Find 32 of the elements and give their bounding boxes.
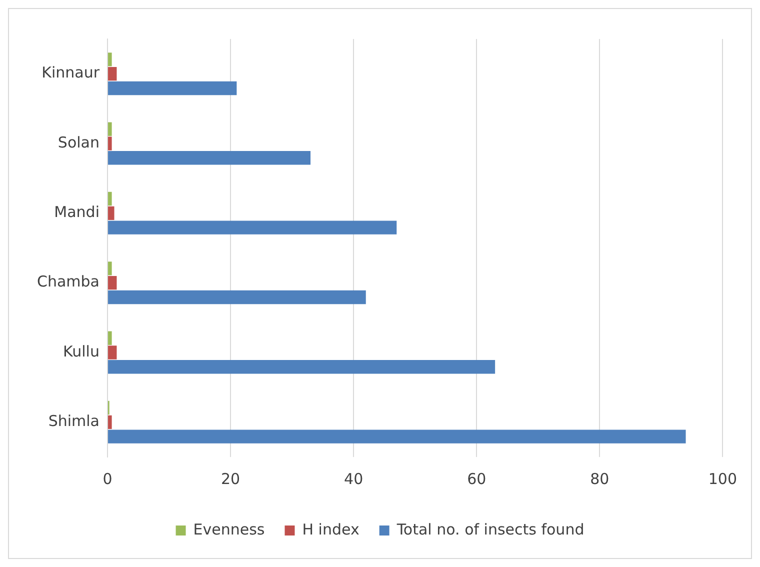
bar [108, 66, 117, 81]
bar [108, 136, 112, 150]
x-tick-label: 100 [708, 470, 738, 488]
legend-label: H index [302, 520, 360, 538]
bar [108, 290, 366, 304]
y-tick-label: Chamba [37, 272, 100, 291]
x-tick-label: 20 [220, 470, 240, 488]
legend-label: Evenness [193, 520, 265, 538]
y-tick-label: Shimla [48, 412, 100, 430]
bar [108, 81, 237, 96]
bar [108, 262, 112, 276]
bar [108, 122, 112, 136]
bar [108, 331, 112, 345]
bar [108, 346, 117, 360]
bar [108, 220, 397, 234]
bar [108, 52, 112, 66]
bar [108, 415, 112, 430]
bar [108, 360, 496, 374]
x-tick-label: 40 [344, 470, 364, 488]
x-tick-label: 80 [590, 470, 610, 488]
x-tick-label: 60 [467, 470, 486, 488]
bar [108, 276, 117, 290]
legend-label: Total no. of insects found [396, 520, 584, 538]
y-tick-label: Mandi [54, 203, 100, 222]
y-tick-label: Solan [58, 133, 100, 152]
bar [108, 206, 114, 220]
bar [108, 151, 311, 165]
bar [108, 430, 686, 444]
y-tick-label: Kullu [63, 342, 100, 360]
bar [108, 192, 112, 206]
x-tick-label: 0 [102, 470, 112, 488]
y-tick-label: Kinnaur [42, 64, 100, 82]
